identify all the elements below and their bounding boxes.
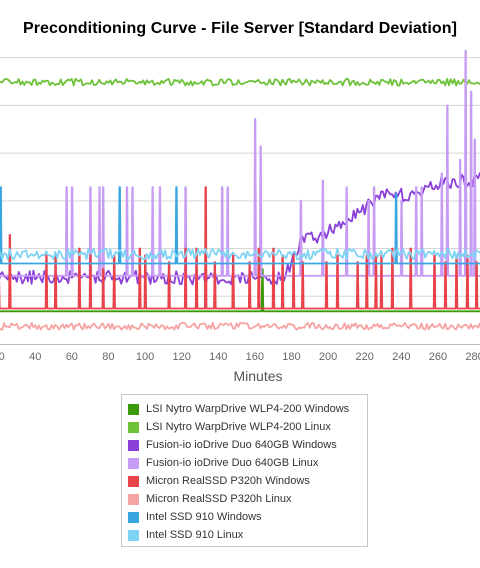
series-line-6 <box>0 322 480 331</box>
x-tick-label: 200 <box>319 351 337 363</box>
legend-swatch <box>128 511 139 523</box>
legend-label: Intel SSD 910 Windows <box>146 511 262 523</box>
legend-item: Micron RealSSD P320h Windows <box>128 473 310 489</box>
series-line-1 <box>0 268 480 313</box>
x-tick-label: 220 <box>356 351 374 363</box>
legend-item: LSI Nytro WarpDrive WLP4-200 Windows <box>128 401 349 417</box>
legend-swatch <box>128 493 139 505</box>
x-tick-label: 100 <box>136 351 154 363</box>
x-tick-label: 240 <box>392 351 410 363</box>
x-tick-label: 260 <box>429 351 447 363</box>
legend-label: Micron RealSSD P320h Windows <box>146 475 310 487</box>
x-tick-label: 120 <box>172 351 190 363</box>
series-line-8 <box>0 247 480 261</box>
x-tick-label: 80 <box>102 351 114 363</box>
legend-label: Fusion-io ioDrive Duo 640GB Linux <box>146 457 319 469</box>
series-line-2 <box>0 77 480 87</box>
legend-item: LSI Nytro WarpDrive WLP4-200 Linux <box>128 419 331 435</box>
grid-lines <box>0 57 480 345</box>
x-tick-label: 60 <box>66 351 78 363</box>
legend-item: Fusion-io ioDrive Duo 640GB Linux <box>128 455 318 471</box>
series-line-5 <box>0 186 480 310</box>
legend-swatch <box>128 403 139 415</box>
chart-plot: 20 40 60 80 100 120 140 160 180 200 220 240 260 280 <box>0 49 480 363</box>
chart-title: Preconditioning Curve - File Server [Sta… <box>22 20 458 37</box>
legend-swatch <box>128 475 139 487</box>
x-tick-label: 180 <box>282 351 300 363</box>
x-tick-label: 160 <box>246 351 264 363</box>
legend-item: Fusion-io ioDrive Duo 640GB Windows <box>128 437 337 453</box>
legend-label: LSI Nytro WarpDrive WLP4-200 Windows <box>146 403 350 415</box>
x-axis-label: Minutes <box>233 368 283 384</box>
x-tick-label: 280 <box>465 351 480 363</box>
series-line-7 <box>0 186 480 265</box>
legend-swatch <box>128 529 139 541</box>
legend-label: LSI Nytro WarpDrive WLP4-200 Linux <box>146 421 331 433</box>
legend-swatch <box>128 439 139 451</box>
series-line-3 <box>0 172 480 286</box>
legend-label: Fusion-io ioDrive Duo 640GB Windows <box>146 439 337 451</box>
x-axis: 20 40 60 80 100 120 140 160 180 200 220 240 260 280 <box>0 351 480 363</box>
x-tick-label: 140 <box>209 351 227 363</box>
x-tick-label: 20 <box>0 351 5 363</box>
legend-label: Micron RealSSD P320h Linux <box>146 493 292 505</box>
legend-swatch <box>128 421 139 433</box>
legend-label: Intel SSD 910 Linux <box>146 529 244 541</box>
series-lines <box>0 49 480 331</box>
legend-swatch <box>128 457 139 469</box>
chart-legend: LSI Nytro WarpDrive WLP4-200 Windows LSI … <box>121 394 368 547</box>
x-tick-label: 40 <box>29 351 41 363</box>
legend-item: Micron RealSSD P320h Linux <box>128 491 292 507</box>
legend-item: Intel SSD 910 Windows <box>128 509 262 525</box>
legend-item: Intel SSD 910 Linux <box>128 527 243 543</box>
